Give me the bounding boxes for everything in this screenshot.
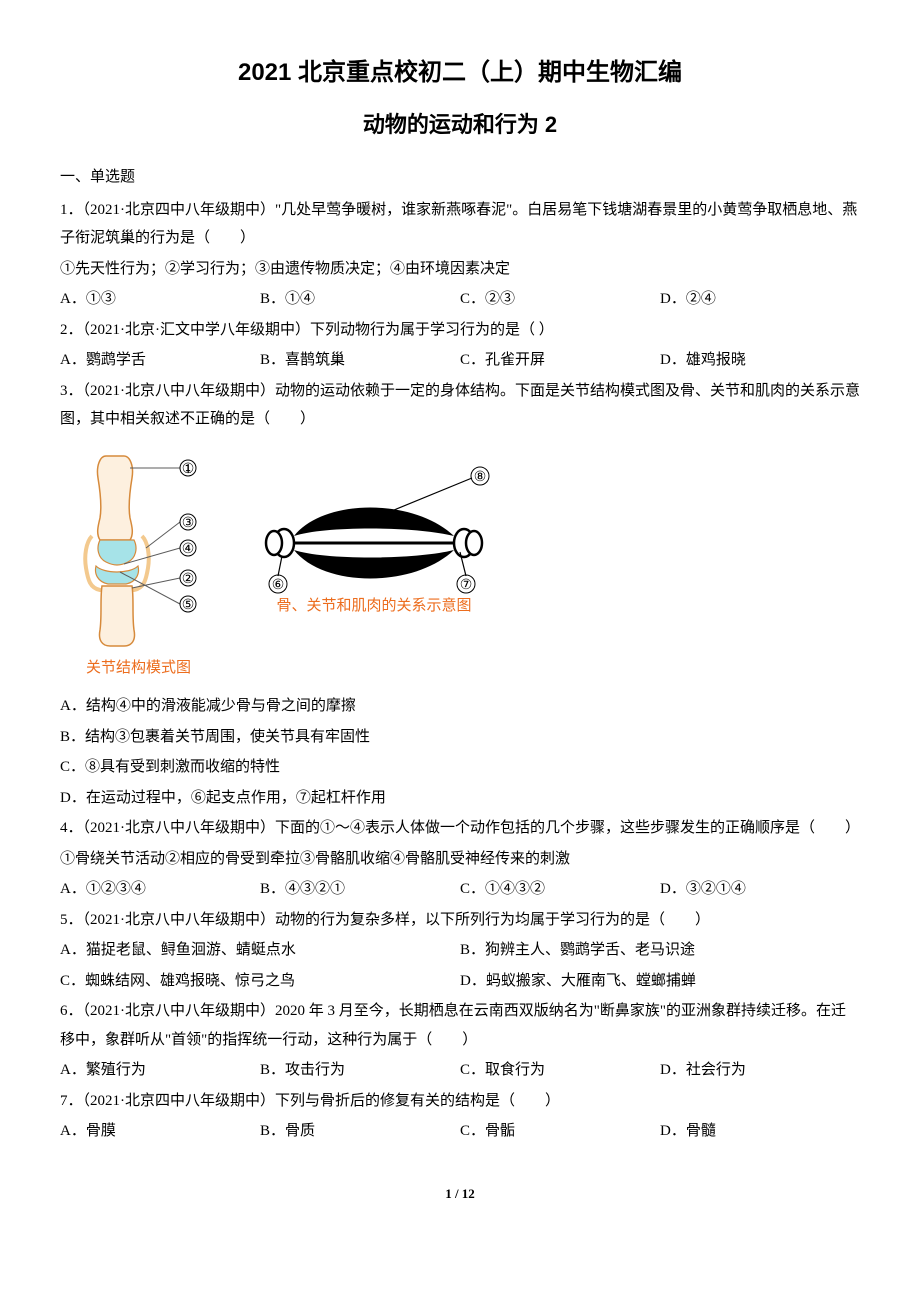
question-subline: ①先天性行为；②学习行为；③由遗传物质决定；④由环境因素决定 bbox=[60, 255, 860, 284]
svg-text:②: ② bbox=[182, 572, 195, 587]
question-subline: ①骨绕关节活动②相应的骨受到牵拉③骨骼肌收缩④骨骼肌受神经传来的刺激 bbox=[60, 845, 860, 874]
question-stem: 1．（2021·北京四中八年级期中）"几处早莺争暖树，谁家新燕啄春泥"。白居易笔… bbox=[60, 196, 860, 253]
options-row: A．①③B．①④C．②③D．②④ bbox=[60, 285, 860, 314]
option: B．攻击行为 bbox=[260, 1056, 460, 1085]
option: C．孔雀开屏 bbox=[460, 346, 660, 375]
muscle-bone-diagram: ⑧ ⑥ ⑦ 骨、关节和肌肉的关系示意图 bbox=[244, 448, 504, 618]
option: D．社会行为 bbox=[660, 1056, 860, 1085]
question-stem: 4．（2021·北京八中八年级期中）下面的①～④表示人体做一个动作包括的几个步骤… bbox=[60, 814, 860, 843]
options-row: A．①②③④B．④③②①C．①④③②D．③②①④ bbox=[60, 875, 860, 904]
option: A．骨膜 bbox=[60, 1117, 260, 1146]
option: B．结构③包裹着关节周围，使关节具有牢固性 bbox=[60, 723, 860, 752]
options-row: A．骨膜B．骨质C．骨骺D．骨髓 bbox=[60, 1117, 860, 1146]
svg-text:③: ③ bbox=[182, 516, 195, 531]
option: A．①②③④ bbox=[60, 875, 260, 904]
option: A．繁殖行为 bbox=[60, 1056, 260, 1085]
option: A．①③ bbox=[60, 285, 260, 314]
main-title: 2021 北京重点校初二（上）期中生物汇编 bbox=[60, 50, 860, 96]
option: B．骨质 bbox=[260, 1117, 460, 1146]
option: C．②③ bbox=[460, 285, 660, 314]
svg-text:⑤: ⑤ bbox=[182, 598, 195, 613]
option: D．骨髓 bbox=[660, 1117, 860, 1146]
options-row: C．蜘蛛结网、雄鸡报晓、惊弓之鸟D．蚂蚁搬家、大雁南飞、螳螂捕蝉 bbox=[60, 967, 860, 996]
svg-text:⑧: ⑧ bbox=[473, 470, 486, 485]
question-stem: 5．（2021·北京八中八年级期中）动物的行为复杂多样，以下所列行为均属于学习行… bbox=[60, 906, 860, 935]
option: A．鹦鹉学舌 bbox=[60, 346, 260, 375]
option: B．④③②① bbox=[260, 875, 460, 904]
svg-text:⑦: ⑦ bbox=[459, 578, 472, 593]
option: C．骨骺 bbox=[460, 1117, 660, 1146]
option: D．②④ bbox=[660, 285, 860, 314]
questions-container: 1．（2021·北京四中八年级期中）"几处早莺争暖树，谁家新燕啄春泥"。白居易笔… bbox=[60, 196, 860, 1146]
section-heading: 一、单选题 bbox=[60, 163, 860, 192]
page-number: 1 / 12 bbox=[60, 1182, 860, 1207]
figure-block: 1 ① ③ ④ ② ⑤ ⑧ ⑥ ⑦ 骨、关节和肌肉的关系示意图 关节结构 bbox=[60, 448, 860, 683]
option: B．狗辨主人、鹦鹉学舌、老马识途 bbox=[460, 936, 860, 965]
sub-title: 动物的运动和行为 2 bbox=[60, 104, 860, 146]
svg-text:④: ④ bbox=[182, 542, 195, 557]
option: A．猫捉老鼠、鲟鱼洄游、蜻蜓点水 bbox=[60, 936, 460, 965]
option: B．①④ bbox=[260, 285, 460, 314]
option: C．⑧具有受到刺激而收缩的特性 bbox=[60, 753, 860, 782]
joint-diagram: 1 ① ③ ④ ② ⑤ bbox=[60, 448, 240, 648]
option: C．蜘蛛结网、雄鸡报晓、惊弓之鸟 bbox=[60, 967, 460, 996]
svg-text:①: ① bbox=[182, 462, 195, 477]
option: A．结构④中的滑液能减少骨与骨之间的摩擦 bbox=[60, 692, 860, 721]
option: D．③②①④ bbox=[660, 875, 860, 904]
question-stem: 2．（2021·北京·汇文中学八年级期中）下列动物行为属于学习行为的是（ ） bbox=[60, 316, 860, 345]
option: D．雄鸡报晓 bbox=[660, 346, 860, 375]
question-stem: 3．（2021·北京八中八年级期中）动物的运动依赖于一定的身体结构。下面是关节结… bbox=[60, 377, 860, 434]
option: C．取食行为 bbox=[460, 1056, 660, 1085]
options-row: A．猫捉老鼠、鲟鱼洄游、蜻蜓点水B．狗辨主人、鹦鹉学舌、老马识途 bbox=[60, 936, 860, 965]
option: C．①④③② bbox=[460, 875, 660, 904]
options-row: A．鹦鹉学舌B．喜鹊筑巢C．孔雀开屏D．雄鸡报晓 bbox=[60, 346, 860, 375]
option: D．蚂蚁搬家、大雁南飞、螳螂捕蝉 bbox=[460, 967, 860, 996]
question-stem: 6．（2021·北京八中八年级期中）2020 年 3 月至今，长期栖息在云南西双… bbox=[60, 997, 860, 1054]
option: B．喜鹊筑巢 bbox=[260, 346, 460, 375]
option: D．在运动过程中，⑥起支点作用，⑦起杠杆作用 bbox=[60, 784, 860, 813]
svg-text:⑥: ⑥ bbox=[271, 578, 284, 593]
options-row: A．繁殖行为B．攻击行为C．取食行为D．社会行为 bbox=[60, 1056, 860, 1085]
joint-caption: 关节结构模式图 bbox=[86, 654, 860, 683]
question-stem: 7．（2021·北京四中八年级期中）下列与骨折后的修复有关的结构是（ ） bbox=[60, 1087, 860, 1116]
svg-text:骨、关节和肌肉的关系示意图: 骨、关节和肌肉的关系示意图 bbox=[276, 596, 471, 614]
